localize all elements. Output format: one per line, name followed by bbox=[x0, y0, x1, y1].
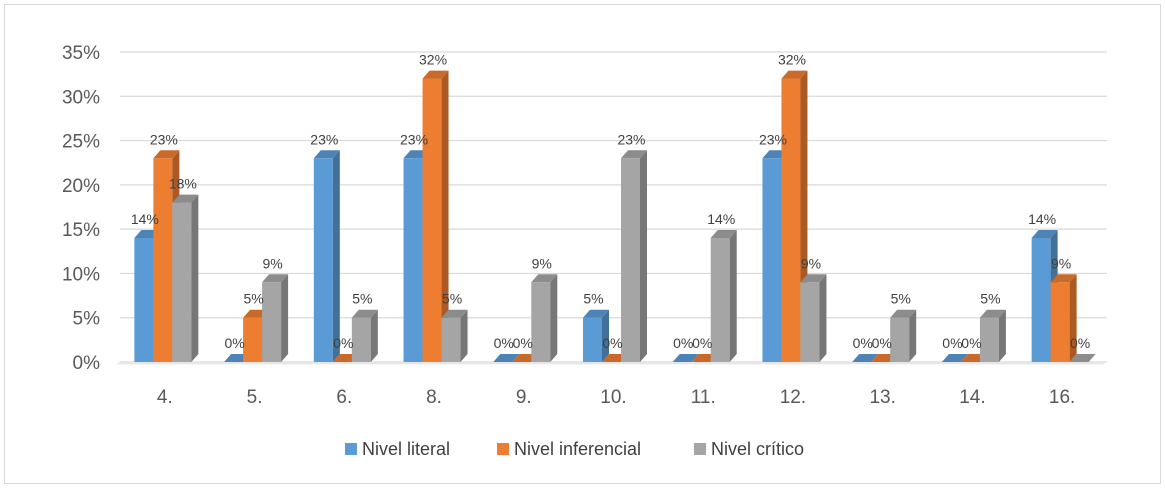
data-label: 14% bbox=[707, 211, 735, 227]
x-tick-label: 6. bbox=[336, 387, 352, 408]
y-tick-label: 25% bbox=[62, 132, 100, 153]
y-tick-label: 15% bbox=[62, 220, 100, 241]
legend-entry: Nivel literal bbox=[345, 439, 450, 459]
data-label: 9% bbox=[532, 255, 552, 271]
data-label: 32% bbox=[419, 52, 447, 68]
data-label: 0% bbox=[224, 335, 244, 351]
bar bbox=[672, 354, 699, 362]
legend-label: Nivel literal bbox=[362, 439, 450, 459]
data-label: 0% bbox=[853, 335, 873, 351]
bar bbox=[172, 194, 199, 362]
legend-swatch bbox=[694, 443, 706, 455]
data-label: 23% bbox=[400, 131, 428, 147]
legend-label: Nivel crítico bbox=[711, 439, 804, 459]
data-label: 5% bbox=[243, 291, 263, 307]
y-tick-label: 20% bbox=[62, 176, 100, 197]
data-labels: 14%23%18%0%5%9%23%0%5%23%32%5%0%0%9%5%0%… bbox=[131, 52, 1090, 351]
data-label: 0% bbox=[692, 335, 712, 351]
data-label: 32% bbox=[778, 52, 806, 68]
data-label: 0% bbox=[333, 335, 353, 351]
y-tick-label: 0% bbox=[73, 353, 101, 374]
data-label: 5% bbox=[980, 291, 1000, 307]
data-label: 0% bbox=[673, 335, 693, 351]
data-label: 23% bbox=[310, 131, 338, 147]
bar bbox=[621, 150, 647, 362]
data-label: 23% bbox=[759, 131, 787, 147]
data-label: 18% bbox=[169, 176, 197, 192]
bar bbox=[493, 354, 520, 362]
data-label: 5% bbox=[352, 291, 372, 307]
bar bbox=[979, 309, 1006, 362]
data-label: 0% bbox=[961, 335, 981, 351]
bar bbox=[351, 309, 378, 362]
x-tick-label: 9. bbox=[516, 387, 532, 408]
y-tick-label: 5% bbox=[73, 309, 101, 330]
x-tick-label: 4. bbox=[157, 387, 173, 408]
x-axis: 4. 5. 6. 8. 9. 10. 11. 12. 13. 14. 16. bbox=[157, 387, 1075, 408]
data-label: 5% bbox=[583, 291, 603, 307]
y-tick-label: 35% bbox=[62, 43, 100, 64]
x-tick-label: 13. bbox=[869, 387, 895, 408]
data-label: 9% bbox=[1051, 255, 1071, 271]
y-tick-label: 10% bbox=[62, 264, 100, 285]
data-label: 14% bbox=[1028, 211, 1056, 227]
bar bbox=[262, 274, 289, 362]
x-tick-label: 14. bbox=[959, 387, 985, 408]
x-tick-label: 11. bbox=[691, 387, 716, 408]
data-label: 9% bbox=[801, 255, 821, 271]
bar bbox=[890, 309, 917, 362]
bar bbox=[583, 309, 609, 362]
x-tick-label: 10. bbox=[600, 387, 626, 408]
y-tick-label: 30% bbox=[62, 87, 100, 108]
data-label: 0% bbox=[942, 335, 962, 351]
data-label: 5% bbox=[442, 291, 462, 307]
bar bbox=[1050, 274, 1077, 362]
bar bbox=[1069, 354, 1096, 362]
bar bbox=[313, 150, 340, 362]
data-label: 0% bbox=[513, 335, 533, 351]
data-label: 0% bbox=[1070, 335, 1090, 351]
data-label: 0% bbox=[602, 335, 622, 351]
bar bbox=[710, 230, 737, 362]
x-tick-label: 16. bbox=[1049, 387, 1075, 408]
data-label: 0% bbox=[872, 335, 892, 351]
bar bbox=[441, 309, 468, 362]
legend-swatch bbox=[497, 443, 509, 455]
plot-floor bbox=[116, 362, 1107, 365]
data-label: 23% bbox=[150, 131, 178, 147]
x-tick-label: 5. bbox=[247, 387, 263, 408]
data-label: 23% bbox=[617, 131, 645, 147]
bar bbox=[852, 354, 879, 362]
legend-entry: Nivel crítico bbox=[694, 439, 804, 459]
data-label: 5% bbox=[891, 291, 911, 307]
bar bbox=[422, 70, 449, 363]
bar bbox=[941, 354, 968, 362]
legend-swatch bbox=[345, 443, 357, 455]
bars bbox=[134, 70, 1096, 363]
x-tick-label: 12. bbox=[780, 387, 806, 408]
bar bbox=[531, 274, 558, 362]
legend-label: Nivel inferencial bbox=[514, 439, 641, 459]
bar bbox=[800, 274, 827, 362]
data-label: 14% bbox=[131, 211, 159, 227]
y-axis: 0% 5% 10% 15% 20% 25% 30% 35% bbox=[62, 43, 100, 374]
data-label: 0% bbox=[494, 335, 514, 351]
legend: Nivel literal Nivel inferencial Nivel crít… bbox=[345, 439, 804, 459]
x-tick-label: 8. bbox=[426, 387, 442, 408]
data-label: 9% bbox=[262, 255, 282, 271]
legend-entry: Nivel inferencial bbox=[497, 439, 641, 459]
